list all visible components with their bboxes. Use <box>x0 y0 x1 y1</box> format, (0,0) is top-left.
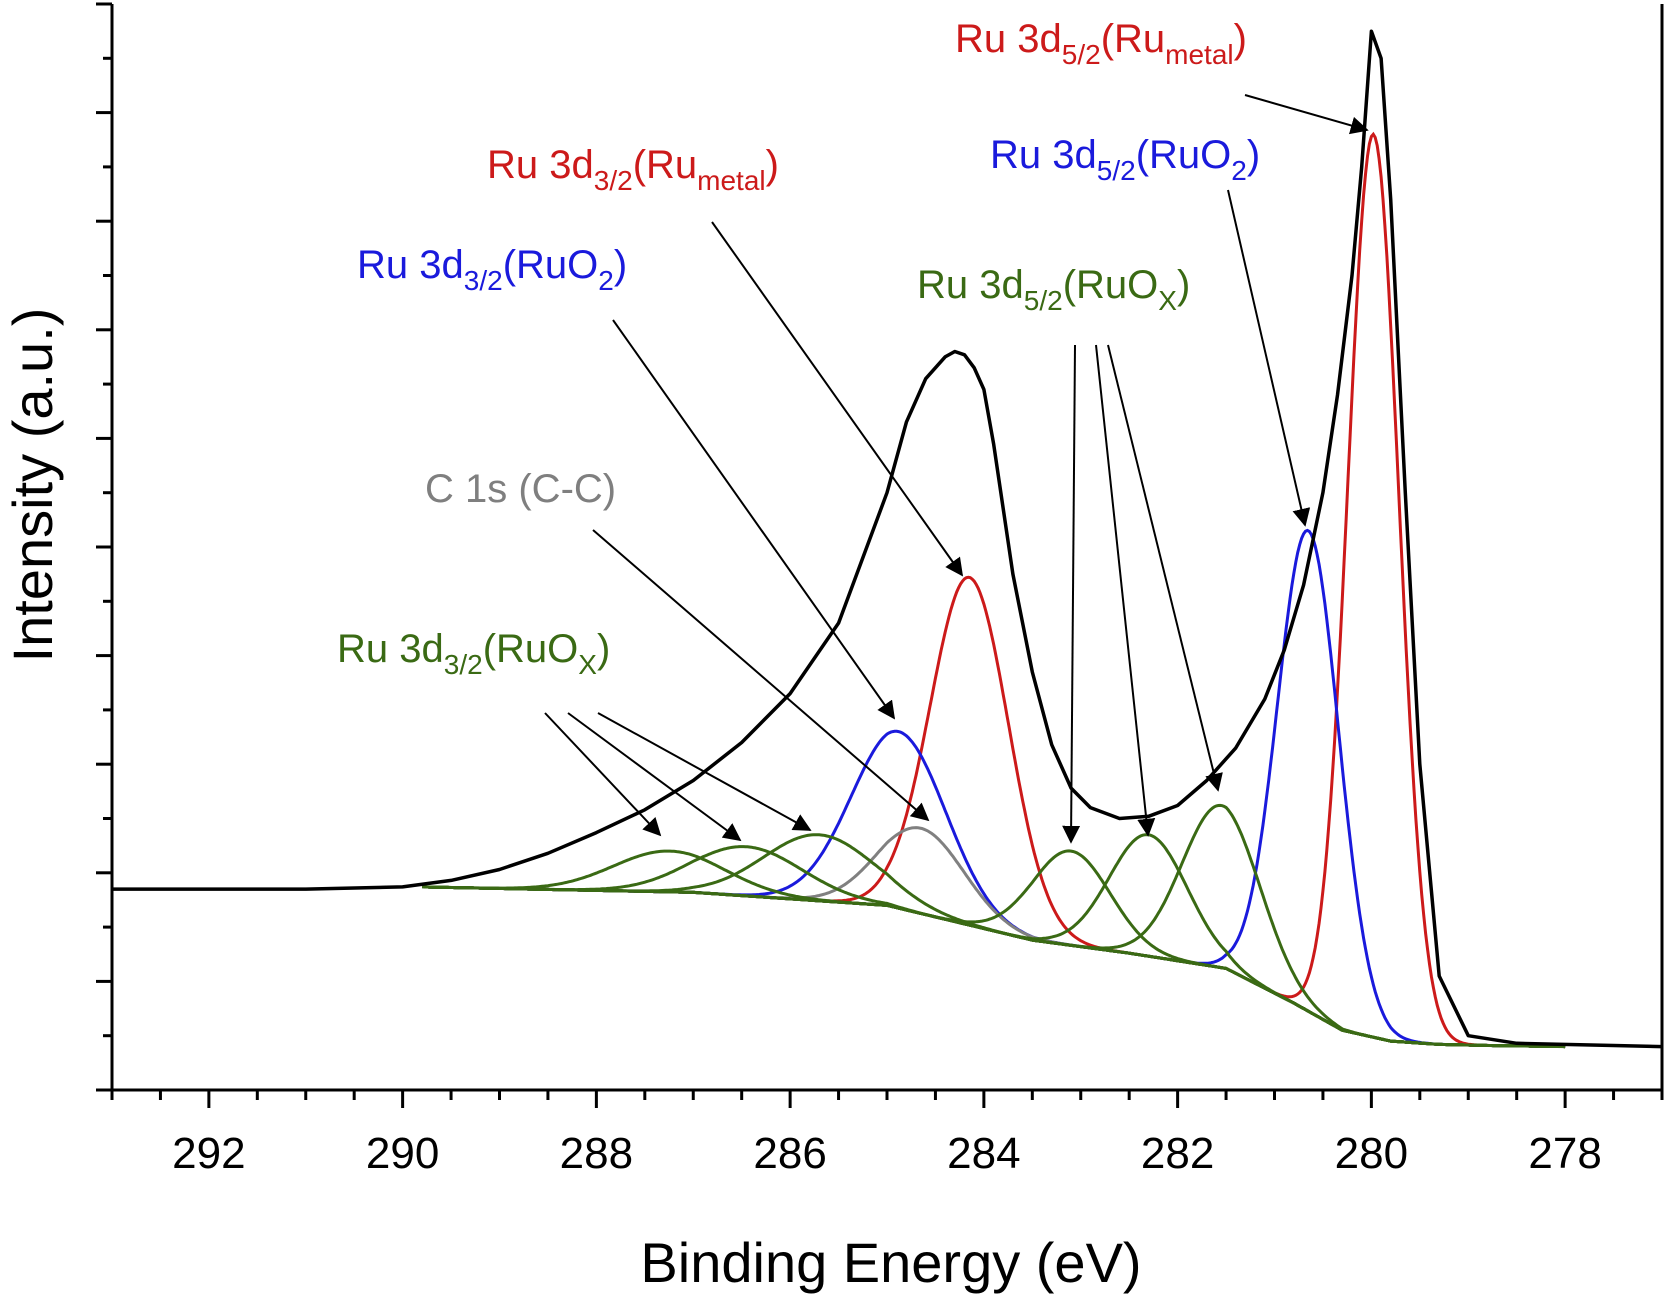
peak-annotation: Ru 3d5/2(RuO2) <box>990 133 1260 186</box>
x-tick-label: 280 <box>1335 1129 1408 1178</box>
envelope-curve <box>112 29 1663 1049</box>
annotation-arrows <box>544 94 1369 844</box>
annotation-arrow <box>597 712 812 831</box>
annotation-arrow <box>1244 94 1369 135</box>
annotation-arrow <box>711 221 964 577</box>
peak-annotation: Ru 3d3/2(Rumetal) <box>487 143 779 196</box>
x-tick-label: 292 <box>172 1129 245 1178</box>
background-line <box>421 885 1566 1049</box>
plot-frame <box>110 4 1664 1092</box>
peak-annotation: Ru 3d5/2(RuOX) <box>917 263 1190 316</box>
annotation-arrow <box>1095 344 1156 837</box>
annotation-arrow <box>1062 344 1081 844</box>
component-curve <box>423 845 1566 1049</box>
x-tick-label: 290 <box>366 1129 439 1178</box>
peak-annotation: Ru 3d5/2(Rumetal) <box>955 17 1247 70</box>
x-tick-label: 288 <box>560 1129 633 1178</box>
x-tick-label: 278 <box>1528 1129 1601 1178</box>
annotation-arrow <box>1107 344 1223 792</box>
annotation-arrow <box>567 712 742 842</box>
annotation-arrow <box>612 319 896 720</box>
x-tick-label: 284 <box>947 1129 1020 1178</box>
y-axis-title: Intensity (a.u.) <box>1 308 64 663</box>
measured-envelope <box>112 29 1663 1049</box>
x-axis-title: Binding Energy (eV) <box>640 1231 1141 1294</box>
annotation-labels: Ru 3d5/2(Rumetal) Ru 3d3/2(Rumetal) Ru 3d5… <box>337 17 1260 680</box>
fit-components <box>421 131 1566 1049</box>
peak-annotation: Ru 3d3/2(RuOX) <box>337 627 610 680</box>
component-curve <box>423 833 1566 1049</box>
component-curve <box>423 833 1566 1049</box>
component-curve <box>423 826 1566 1049</box>
component-curve <box>423 849 1566 1049</box>
peak-annotation: C 1s (C-C) <box>425 467 616 511</box>
component-curve <box>423 849 1566 1049</box>
annotation-arrow <box>544 712 662 837</box>
component-curve <box>423 528 1566 1049</box>
peak-annotation: Ru 3d3/2(RuO2) <box>357 243 627 296</box>
annotation-arrow <box>1227 189 1311 527</box>
axis-ticks: 292 290 288 286 284 282 280 278 <box>96 2 1664 1178</box>
annotation-arrow <box>592 529 930 822</box>
component-curve <box>423 803 1566 1049</box>
x-tick-label: 282 <box>1141 1129 1214 1178</box>
x-tick-label: 286 <box>753 1129 826 1178</box>
component-curve <box>423 575 1566 1049</box>
